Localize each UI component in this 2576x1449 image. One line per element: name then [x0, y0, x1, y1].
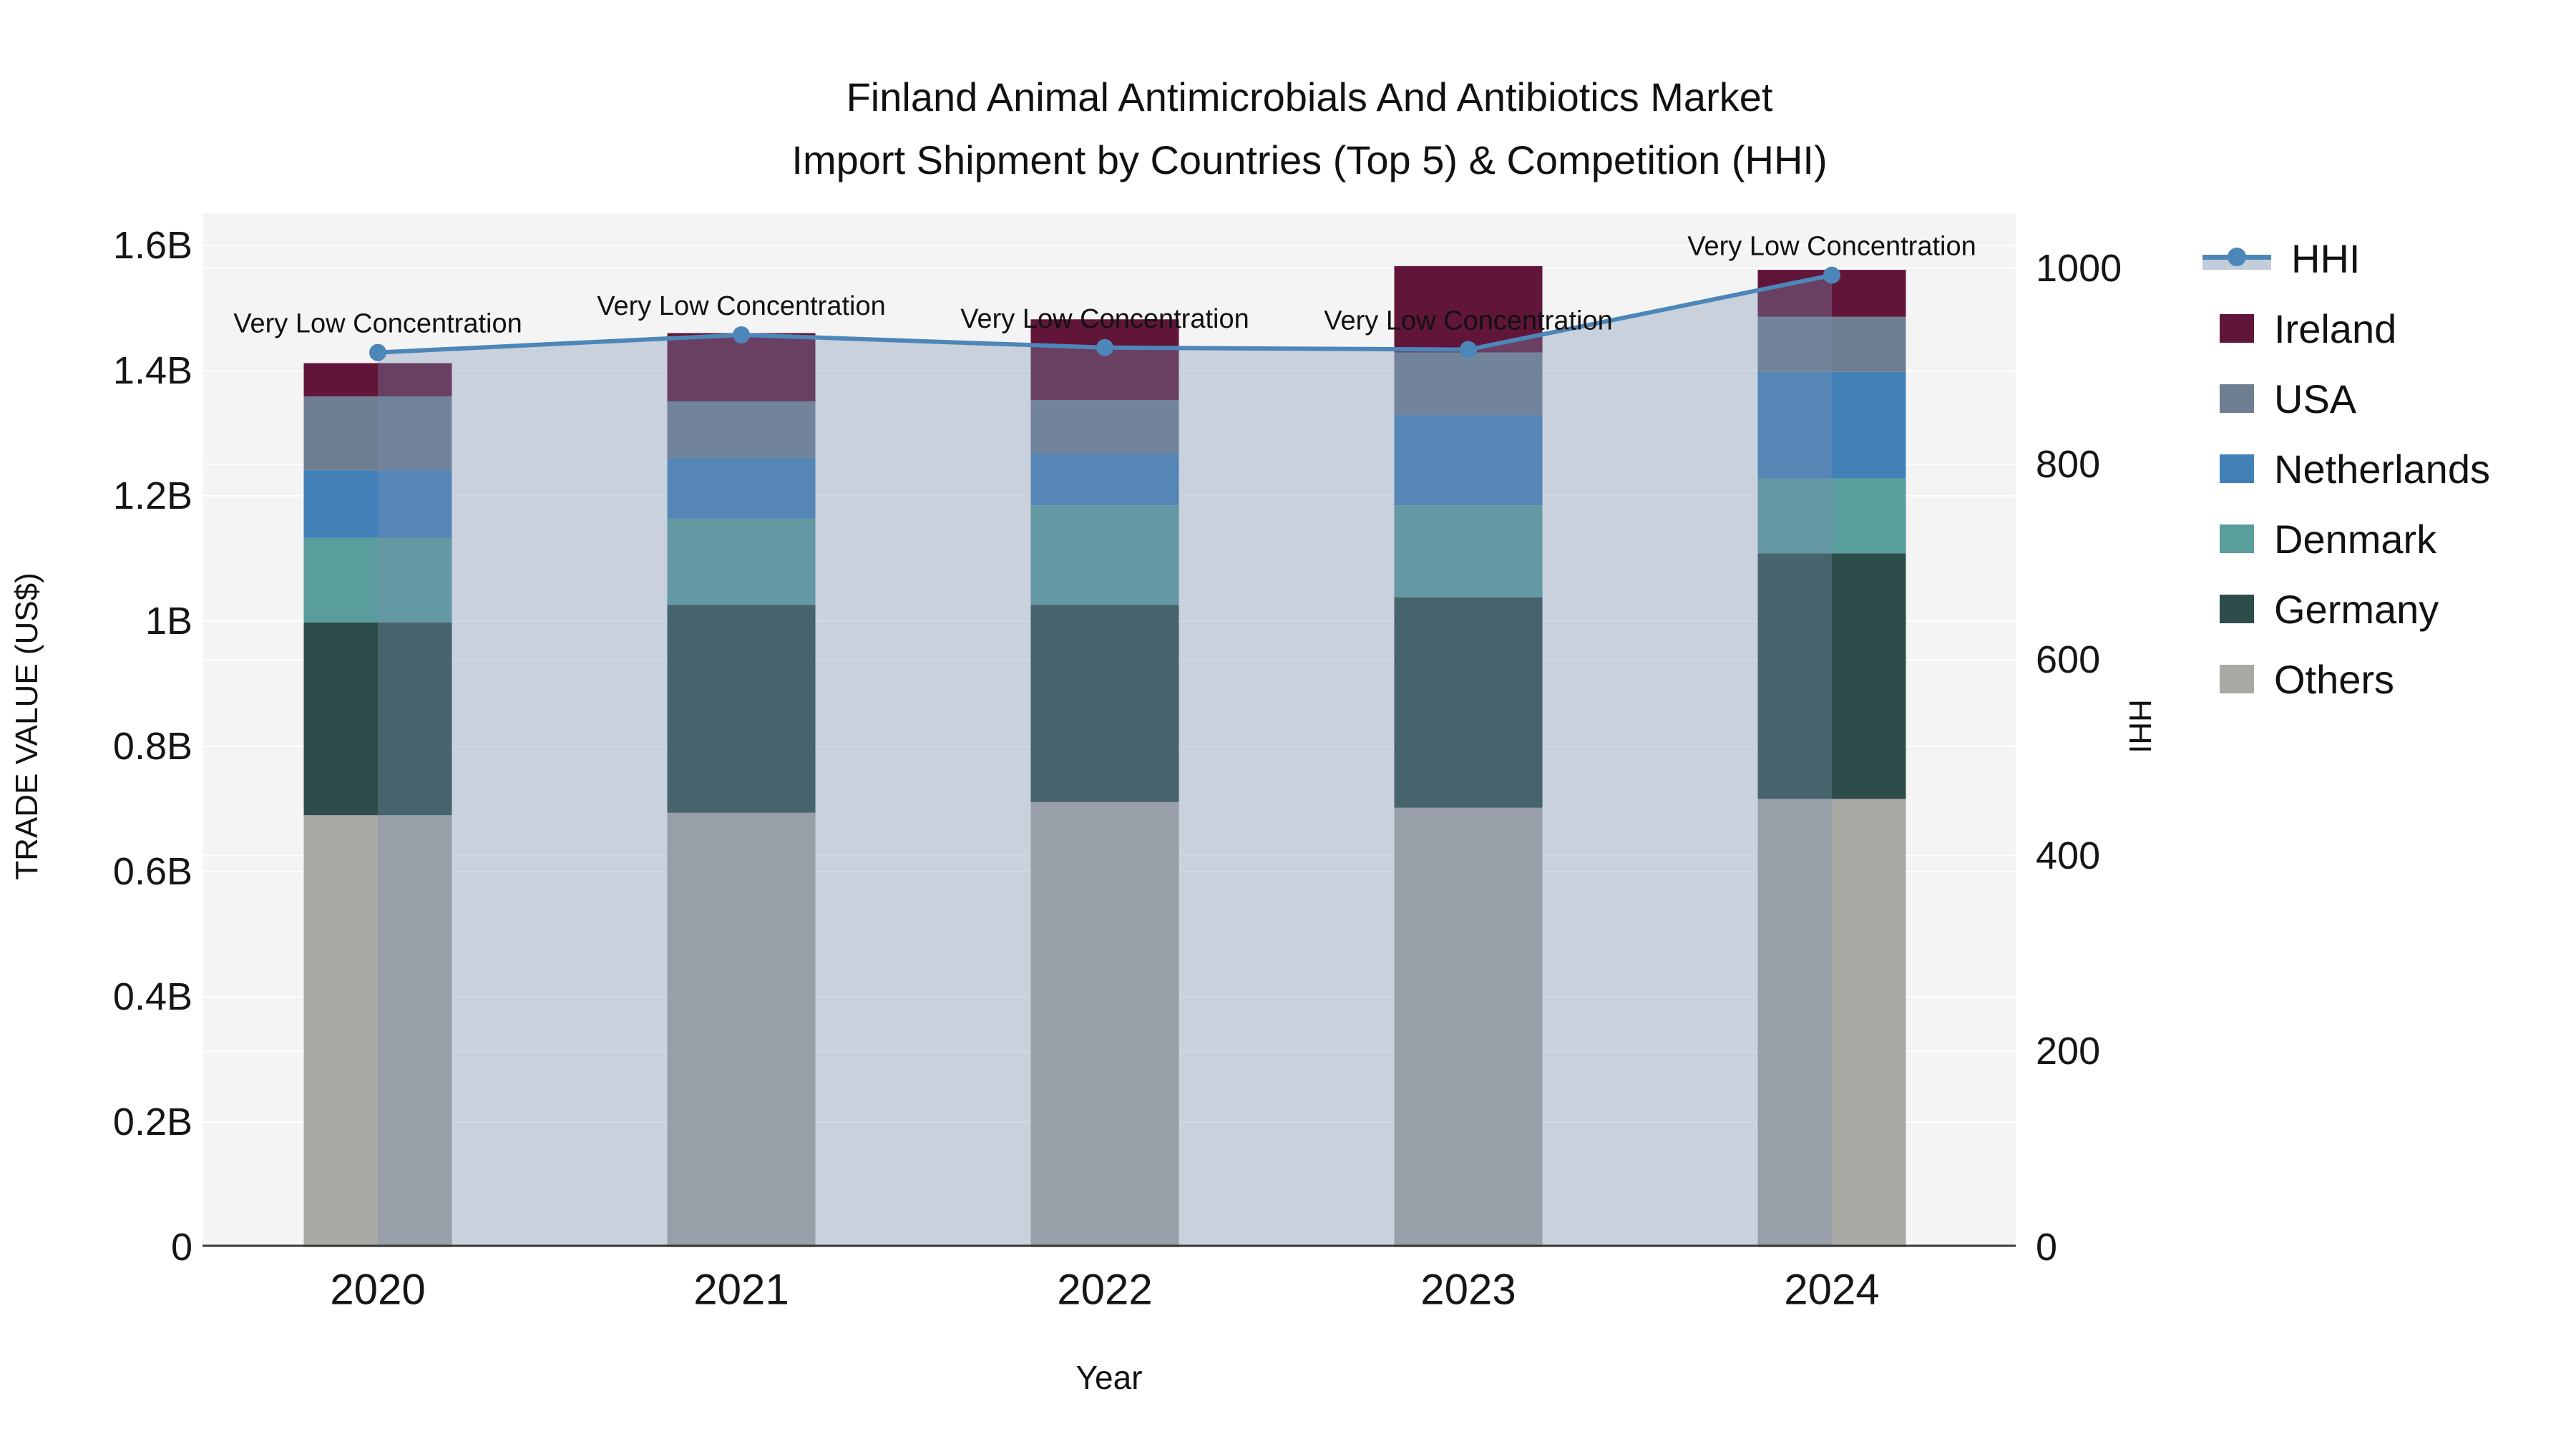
right-tick-800: 800 — [2036, 442, 2101, 486]
x-tick-2024: 2024 — [1784, 1265, 1880, 1314]
bar-segment-denmark-2021[interactable] — [667, 518, 816, 605]
annotation-2021: Very Low Concentration — [597, 291, 885, 321]
bar-segment-netherlands-2024[interactable] — [1757, 371, 1906, 479]
bar-segment-germany-2023[interactable] — [1394, 597, 1543, 808]
right-tick-600: 600 — [2036, 638, 2101, 682]
legend-item-germany[interactable]: Germany — [2202, 574, 2490, 644]
legend-item-others[interactable]: Others — [2202, 644, 2490, 714]
legend-item-usa[interactable]: USA — [2202, 364, 2490, 434]
annotation-2022: Very Low Concentration — [960, 304, 1249, 334]
legend-label-usa: USA — [2274, 376, 2357, 421]
left-tick-0.2B: 0.2B — [112, 1101, 192, 1143]
chart-title-line1: Finland Animal Antimicrobials And Antibi… — [846, 74, 1773, 119]
bar-segment-others-2023[interactable] — [1394, 807, 1543, 1247]
annotation-2023: Very Low Concentration — [1324, 306, 1612, 336]
bar-segment-netherlands-2022[interactable] — [1030, 453, 1179, 506]
x-tick-2023: 2023 — [1420, 1265, 1516, 1314]
legend-swatch-usa — [2220, 384, 2254, 413]
legend-item-hhi[interactable]: HHI — [2202, 223, 2490, 293]
left-tick-0.4B: 0.4B — [112, 975, 192, 1018]
bar-segment-ireland-2021[interactable] — [667, 333, 816, 401]
legend: HHI Ireland USA Netherlands Denmark Germany Ot… — [2202, 223, 2490, 714]
right-axis-title: HHI — [2122, 699, 2157, 753]
legend-swatch-denmark — [2220, 525, 2254, 553]
right-tick-1000: 1000 — [2036, 247, 2122, 290]
hhi-marker-2023[interactable] — [1460, 341, 1477, 358]
bar-segment-germany-2020[interactable] — [303, 622, 452, 816]
bar-segment-usa-2024[interactable] — [1757, 316, 1906, 372]
hhi-area-fill — [378, 275, 1832, 1247]
left-tick-0.6B: 0.6B — [112, 850, 192, 893]
chart-title-line2: Import Shipment by Countries (Top 5) & C… — [791, 137, 1828, 182]
legend-swatch-germany — [2220, 595, 2254, 623]
bar-segment-others-2020[interactable] — [303, 815, 452, 1247]
bar-segment-denmark-2023[interactable] — [1394, 505, 1543, 597]
left-tick-1.6B: 1.6B — [112, 224, 192, 267]
hhi-marker-2020[interactable] — [369, 343, 386, 361]
bar-segment-ireland-2020[interactable] — [303, 363, 452, 396]
legend-swatch-ireland — [2220, 314, 2254, 343]
bar-segment-usa-2023[interactable] — [1394, 352, 1543, 416]
bar-segment-netherlands-2021[interactable] — [667, 457, 816, 519]
x-axis-title: Year — [1075, 1359, 1143, 1396]
right-tick-200: 200 — [2036, 1030, 2101, 1073]
bar-segment-usa-2021[interactable] — [667, 401, 816, 458]
chart-title: Finland Animal Antimicrobials And Antibi… — [680, 66, 1939, 192]
annotation-2020: Very Low Concentration — [233, 309, 522, 339]
legend-swatch-others — [2220, 665, 2254, 693]
legend-label-germany: Germany — [2274, 586, 2439, 632]
x-tick-2020: 2020 — [330, 1265, 426, 1314]
legend-label-others: Others — [2274, 656, 2395, 702]
bar-segment-usa-2020[interactable] — [303, 396, 452, 471]
legend-item-denmark[interactable]: Denmark — [2202, 504, 2490, 574]
right-tick-0: 0 — [2036, 1226, 2058, 1269]
legend-label-ireland: Ireland — [2274, 306, 2397, 351]
left-tick-1.2B: 1.2B — [112, 474, 192, 517]
legend-hhi-line-icon — [2202, 244, 2271, 273]
bar-segment-ireland-2022[interactable] — [1030, 319, 1179, 401]
bar-segment-germany-2021[interactable] — [667, 605, 816, 813]
legend-swatch-netherlands — [2220, 454, 2254, 483]
chart-canvas: Very Low Concentration Very Low Concentra… — [203, 232, 2016, 1248]
hhi-marker-2021[interactable] — [733, 326, 750, 344]
bar-segment-germany-2022[interactable] — [1030, 605, 1179, 802]
plot-area: Very Low Concentration Very Low Concentra… — [203, 213, 2016, 1247]
legend-label-hhi: HHI — [2291, 235, 2361, 281]
hhi-marker-2022[interactable] — [1096, 338, 1113, 356]
left-tick-0: 0 — [170, 1226, 192, 1269]
bar-segment-denmark-2020[interactable] — [303, 537, 452, 623]
bar-segment-denmark-2022[interactable] — [1030, 505, 1179, 605]
hhi-marker-2024[interactable] — [1823, 266, 1840, 284]
bar-segment-netherlands-2023[interactable] — [1394, 415, 1543, 506]
legend-label-denmark: Denmark — [2274, 516, 2437, 562]
bar-segment-others-2024[interactable] — [1757, 799, 1906, 1248]
x-tick-2021: 2021 — [693, 1265, 789, 1314]
left-axis-title: TRADE VALUE (US$) — [9, 572, 44, 880]
right-tick-400: 400 — [2036, 834, 2101, 877]
legend-item-ireland[interactable]: Ireland — [2202, 293, 2490, 364]
left-tick-1.4B: 1.4B — [112, 349, 192, 392]
x-tick-2022: 2022 — [1057, 1265, 1153, 1314]
annotation-2024: Very Low Concentration — [1687, 232, 1976, 262]
bar-segment-usa-2022[interactable] — [1030, 400, 1179, 454]
left-tick-1B: 1B — [145, 600, 192, 643]
bar-segment-netherlands-2020[interactable] — [303, 470, 452, 538]
bar-segment-denmark-2024[interactable] — [1757, 478, 1906, 554]
legend-label-netherlands: Netherlands — [2274, 446, 2490, 492]
left-tick-0.8B: 0.8B — [112, 725, 192, 768]
legend-item-netherlands[interactable]: Netherlands — [2202, 434, 2490, 504]
bar-segment-others-2021[interactable] — [667, 812, 816, 1247]
bar-segment-germany-2024[interactable] — [1757, 553, 1906, 799]
bar-segment-others-2022[interactable] — [1030, 801, 1179, 1247]
